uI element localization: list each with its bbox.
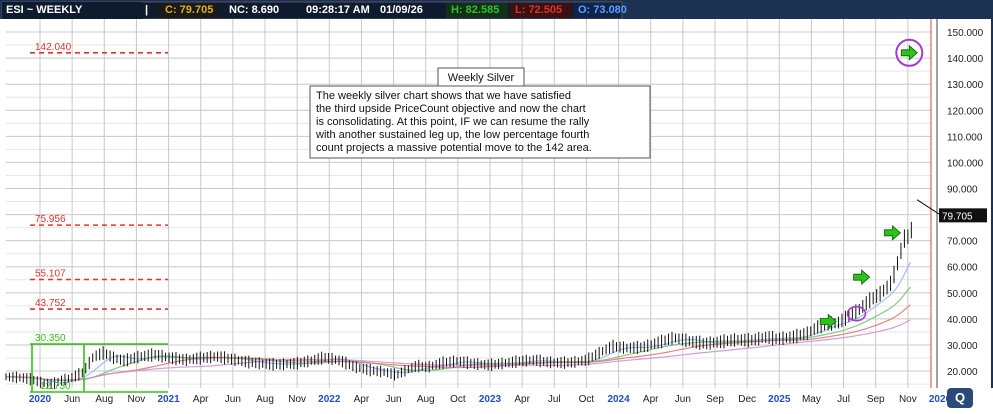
level-label: 55.107 [35, 268, 66, 279]
green-box-label-bottom: 12.730 [40, 381, 71, 392]
y-tick-label: 150.000 [947, 28, 984, 39]
x-tick-label: Aug [417, 394, 435, 405]
x-tick-label: Sep [867, 394, 885, 405]
x-tick-label: 2022 [318, 394, 341, 405]
annotation-line: count projects a massive potential move … [316, 142, 592, 154]
x-tick-label: Oct [450, 394, 466, 405]
level-label: 43.752 [35, 298, 66, 309]
x-tick-label: Dec [738, 394, 756, 405]
x-tick-label: May [802, 394, 821, 405]
x-tick-label: Jul [837, 394, 850, 405]
annotation-line: is consolidating. At this point, IF we c… [316, 116, 590, 128]
y-tick-label: 50.000 [947, 289, 978, 300]
small-circle-icon [846, 305, 867, 322]
header-strip-left [2, 2, 142, 19]
header-high: H: 82.585 [451, 4, 500, 16]
level-label: 142.040 [35, 42, 72, 53]
header-close: C: 79.705 [165, 4, 214, 16]
x-tick-label: Jul [548, 394, 561, 405]
annotation-box [309, 85, 651, 159]
x-tick-label: Aug [256, 394, 274, 405]
x-tick-label: 2021 [157, 394, 180, 405]
left-margin [0, 19, 6, 388]
header-time: 09:28:17 AM [306, 4, 370, 16]
header-date: 01/09/26 [380, 4, 423, 16]
y-tick-label: 90.000 [947, 185, 978, 196]
x-tick-label: Apr [643, 394, 659, 405]
x-tick-label: Apr [193, 394, 209, 405]
annotation-line: with another sustained leg up, the low p… [315, 129, 589, 141]
price-bars [5, 221, 912, 390]
annotation-line: The weekly silver chart shows that we ha… [316, 90, 571, 102]
ma-line-slow [5, 304, 911, 381]
header-separator: | [145, 4, 149, 16]
x-tick-label: Nov [288, 394, 306, 405]
header-low: L: 72.505 [515, 4, 563, 16]
x-tick-label: Jun [675, 394, 691, 405]
x-tick-label: Jun [64, 394, 80, 405]
header-close-bg [158, 3, 218, 18]
logo-icon[interactable]: Q [947, 388, 973, 408]
x-tick-label: 2024 [607, 394, 630, 405]
last-price-tag [939, 208, 987, 223]
header-open: O: 73.080 [578, 4, 627, 16]
y-tick-label: 130.000 [947, 80, 984, 91]
y-tick-label: 100.000 [947, 158, 984, 169]
y-tick-label: 60.000 [947, 263, 978, 274]
y-tick-label: 40.000 [947, 315, 978, 326]
y-axis-ticks: 20.00030.00040.00050.00060.00070.00080.0… [6, 28, 984, 385]
y-axis-area [931, 19, 991, 388]
x-tick-label: Apr [354, 394, 370, 405]
x-tick-label: Apr [514, 394, 530, 405]
target-arrow-icon [900, 44, 918, 61]
level-label: 75.956 [35, 214, 66, 225]
x-tick-label: 2020 [29, 394, 52, 405]
last-price-leader [916, 199, 942, 216]
x-tick-label: 2026 [929, 394, 952, 405]
x-tick-label: Nov [899, 394, 917, 405]
x-tick-label: Nov [128, 394, 146, 405]
y-tick-label: 120.000 [947, 106, 984, 117]
green-arrow-icon [853, 269, 871, 286]
x-tick-label: Sep [706, 394, 724, 405]
annotation-line: the third upside PriceCount objective an… [316, 103, 586, 115]
green-arrow-icon [884, 224, 902, 241]
x-tick-label: 2023 [479, 394, 502, 405]
target-circle-icon [895, 38, 924, 67]
annotation-title-box [437, 67, 525, 87]
x-tick-label: Jun [225, 394, 241, 405]
header-low-bg [510, 3, 572, 18]
header-net-change: NC: 8.690 [229, 4, 280, 16]
y-tick-label: 70.000 [947, 237, 978, 248]
x-tick-label: Oct [579, 394, 595, 405]
x-tick-label: 2025 [768, 394, 791, 405]
green-arrow-icon [819, 313, 837, 330]
y-tick-label: 20.000 [947, 367, 978, 378]
y-tick-label: 110.000 [947, 132, 983, 143]
last-price-label: 79.705 [942, 211, 973, 222]
ma-line-long [5, 319, 911, 381]
annotation-title: Weekly Silver [448, 72, 515, 84]
header-symbol: ESI ~ WEEKLY [6, 4, 83, 16]
header-high-bg [446, 3, 508, 18]
y-tick-label: 30.000 [947, 341, 978, 352]
x-tick-label: Jun [386, 394, 402, 405]
y-tick-label: 140.000 [947, 54, 984, 65]
header-open-bg [573, 3, 621, 18]
x-tick-label: Aug [95, 394, 113, 405]
green-box-label-top: 30.350 [35, 333, 66, 344]
